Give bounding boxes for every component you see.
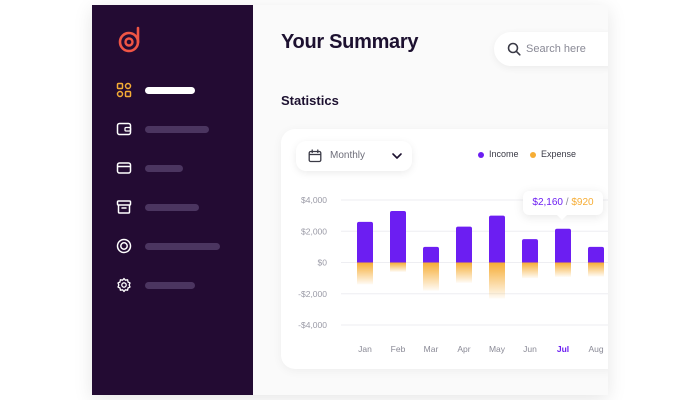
y-tick-label: -$4,000 xyxy=(298,320,327,330)
legend-income: Income xyxy=(478,149,528,161)
app-window: Your Summary Statistics $4,000 $2,000 $0 -$… xyxy=(92,5,608,395)
income-bar xyxy=(489,215,505,263)
wallet-icon xyxy=(116,122,132,136)
income-bar xyxy=(390,210,406,263)
d-logo-icon[interactable] xyxy=(116,26,144,54)
credit-card-icon xyxy=(116,162,132,174)
statistics-title: Statistics xyxy=(281,93,339,108)
search-icon xyxy=(507,42,521,56)
legend-income-dot xyxy=(478,152,484,158)
search-box[interactable] xyxy=(494,32,608,66)
income-bar xyxy=(456,226,472,263)
statistics-card: $4,000 $2,000 $0 -$2,000 -$4,000 Jan Feb Mar Apr… xyxy=(281,129,608,369)
sidebar-item-goals[interactable] xyxy=(116,238,246,254)
tooltip-income-value: $2,160 xyxy=(532,197,563,208)
income-bar xyxy=(357,221,373,263)
expense-bar xyxy=(522,262,538,279)
x-tick-label: Jan xyxy=(358,344,372,354)
income-bar xyxy=(423,246,439,263)
sidebar-item-archive[interactable] xyxy=(116,199,246,215)
target-icon xyxy=(116,238,132,254)
y-tick-label: -$2,000 xyxy=(298,289,327,299)
calendar-icon xyxy=(308,149,322,163)
x-tick-label: Aug xyxy=(588,344,603,354)
y-tick-label: $0 xyxy=(318,258,328,268)
sidebar xyxy=(92,5,253,395)
dashboard-grid-icon xyxy=(116,82,132,98)
sidebar-item-settings[interactable] xyxy=(116,277,246,293)
tooltip-expense-value: $920 xyxy=(571,197,594,208)
sidebar-item-label xyxy=(145,243,220,250)
legend-expense-dot xyxy=(530,152,536,158)
expense-bar xyxy=(456,262,472,283)
sidebar-item-label xyxy=(145,126,209,133)
x-tick-label: Jul xyxy=(557,344,569,354)
sidebar-item-label xyxy=(145,204,199,211)
sidebar-item-wallet[interactable] xyxy=(116,121,246,137)
expense-bar xyxy=(489,262,505,299)
legend-expense-label: Expense xyxy=(541,149,577,159)
x-tick-label: Mar xyxy=(424,344,439,354)
x-tick-label: May xyxy=(489,344,506,354)
sidebar-item-label xyxy=(145,165,183,172)
period-label: Monthly xyxy=(330,150,366,161)
page-title: Your Summary xyxy=(281,31,419,53)
search-input[interactable] xyxy=(526,41,608,57)
expense-bar xyxy=(357,262,373,285)
sidebar-item-dashboard[interactable] xyxy=(116,82,246,98)
income-bar xyxy=(522,239,538,263)
expense-bar xyxy=(390,262,406,272)
x-tick-label: Jun xyxy=(523,344,537,354)
tooltip-separator: / xyxy=(565,197,569,208)
x-tick-label: Feb xyxy=(391,344,406,354)
y-tick-label: $2,000 xyxy=(301,226,327,236)
sidebar-item-label xyxy=(145,282,195,289)
main-content: Your Summary Statistics $4,000 $2,000 $0 -$… xyxy=(253,5,608,395)
period-dropdown[interactable]: Monthly xyxy=(296,141,412,171)
y-tick-label: $4,000 xyxy=(301,195,327,205)
expense-bar xyxy=(423,262,439,291)
sidebar-item-label xyxy=(145,87,195,94)
income-bar xyxy=(555,228,571,263)
chevron-down-icon xyxy=(392,153,402,159)
legend-income-label: Income xyxy=(489,149,519,159)
chart-tooltip: $2,160 / $920 xyxy=(523,191,603,220)
gear-icon xyxy=(117,277,131,293)
archive-box-icon xyxy=(116,200,132,214)
expense-bar xyxy=(588,262,604,277)
income-bar xyxy=(588,246,604,263)
legend-expense: Expense xyxy=(530,149,580,161)
sidebar-item-cards[interactable] xyxy=(116,160,246,176)
x-tick-label: Apr xyxy=(457,344,470,354)
expense-bar xyxy=(555,262,571,277)
